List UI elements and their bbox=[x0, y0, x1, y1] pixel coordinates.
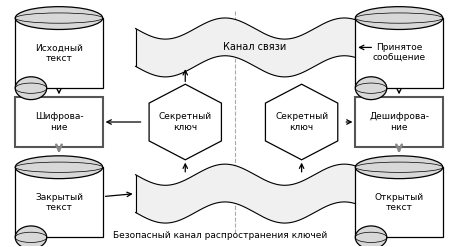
Polygon shape bbox=[136, 18, 374, 77]
Bar bbox=[15, 167, 103, 237]
Ellipse shape bbox=[355, 226, 387, 247]
Ellipse shape bbox=[15, 156, 103, 179]
Ellipse shape bbox=[355, 77, 387, 100]
Text: Секретный
ключ: Секретный ключ bbox=[275, 112, 328, 132]
Ellipse shape bbox=[15, 226, 47, 247]
Bar bbox=[15, 97, 103, 147]
Text: Секретный
ключ: Секретный ключ bbox=[159, 112, 212, 132]
Text: Безопасный канал распространения ключей: Безопасный канал распространения ключей bbox=[113, 231, 327, 240]
Bar bbox=[15, 18, 103, 88]
Text: Исходный
текст: Исходный текст bbox=[35, 43, 83, 63]
Ellipse shape bbox=[15, 77, 47, 100]
Polygon shape bbox=[149, 84, 221, 160]
Text: Дешифрова-
ние: Дешифрова- ние bbox=[369, 112, 429, 132]
Text: Закрытый
текст: Закрытый текст bbox=[35, 193, 83, 212]
Text: Принятое
сообщение: Принятое сообщение bbox=[373, 43, 425, 63]
Text: Шифрова-
ние: Шифрова- ние bbox=[35, 112, 83, 132]
Bar bbox=[355, 18, 443, 88]
Ellipse shape bbox=[15, 7, 103, 29]
Ellipse shape bbox=[355, 156, 443, 179]
Bar bbox=[355, 167, 443, 237]
Text: Канал связи: Канал связи bbox=[223, 42, 287, 52]
Polygon shape bbox=[136, 164, 374, 223]
Polygon shape bbox=[265, 84, 338, 160]
Bar bbox=[355, 97, 443, 147]
Text: Открытый
текст: Открытый текст bbox=[375, 193, 424, 212]
Ellipse shape bbox=[355, 7, 443, 29]
